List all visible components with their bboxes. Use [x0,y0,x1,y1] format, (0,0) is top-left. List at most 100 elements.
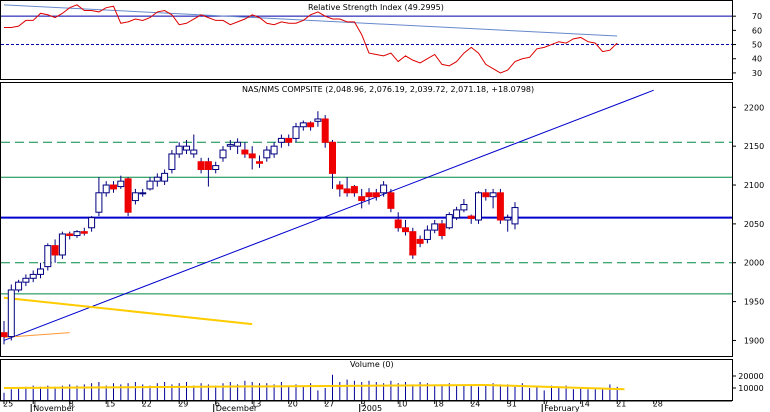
axes: 25 1 8 15 22 29 6 13 20 27 3 10 18 24 31 7 14 21 28Novembe… [0,400,732,412]
candle-up [161,172,169,182]
x-tick-label: 31 [507,400,517,409]
price-tick-label: 1900 [744,336,764,345]
candle-up [380,184,388,194]
candle-up [504,217,512,221]
x-tick-label: 8 [69,400,74,409]
candle-up [292,126,300,139]
candle-down [496,192,504,221]
price-trendline-2 [3,332,70,338]
price-title: NAS/NMS COMPSITE (2,048.96, 2,076.19, 2,… [242,85,534,94]
x-period-label: November [33,404,75,412]
x-tick-label: 7 [543,400,548,409]
x-period-label: February [544,404,580,412]
candle-up [423,229,431,240]
candle-up [88,217,96,229]
rsi-tick-label: 30 [752,69,762,78]
candle-down [256,161,263,164]
price-tick-label: 2000 [744,259,764,268]
x-tick-label: 6 [215,400,220,409]
candle-down [394,219,402,229]
candle-down [248,153,256,159]
candle-up [219,149,227,159]
candle-up [58,233,66,256]
x-tick-label: 28 [653,400,663,409]
x-period-label: 2005 [362,404,382,412]
x-tick-label: 15 [105,400,115,409]
x-tick-label: 20 [288,400,298,409]
candle-up [175,145,183,155]
volume-title: Volume (0) [350,360,394,369]
price-panel [0,82,733,357]
candle-up [475,192,482,221]
candle-up [212,165,220,170]
price-tick-label: 1950 [744,298,764,307]
candle-up [44,245,52,268]
rsi-tick-label: 60 [752,26,762,35]
candle-down [307,122,315,128]
candle-down [409,231,417,256]
candle-up [511,207,519,225]
candle-down [80,231,88,234]
candle-up [445,214,453,229]
x-tick-label: 29 [178,400,188,409]
candle-down [372,192,380,198]
rsi-title: Relative Strength Index (49.2995) [308,3,444,12]
rsi-panel [0,0,733,80]
candle-up [183,145,190,151]
volume-panel [0,359,733,401]
clipped-group [1,89,732,345]
rsi-plot: 30 40 50 60 70 [1,4,762,78]
clipped-group [3,374,625,400]
candle-down [1,332,8,338]
candle-down [387,192,395,209]
candle-up [131,192,139,202]
x-tick-label: 25 [3,400,13,409]
candle-up [314,118,322,122]
x-period-label: December [216,404,258,412]
rsi-trendline [3,4,618,37]
candle-up [277,137,285,143]
candle-up [95,192,103,213]
candle-up [453,209,461,219]
x-tick-label: 24 [470,400,480,409]
rsi-tick-label: 50 [752,41,762,50]
x-tick-label: 1 [32,400,37,409]
volume-tick-label: 10000 [738,384,763,393]
candle-down [197,161,205,170]
candle-up [139,192,147,195]
candle-down [467,215,475,219]
candle-up [460,203,468,211]
candle-up [153,176,161,182]
candle-down [365,192,373,198]
candle-down [343,188,351,194]
x-tick-label: 14 [580,400,590,409]
candle-down [438,223,446,237]
candle-up [117,180,125,188]
rsi-tick-label: 70 [752,12,762,21]
clipped-group [1,4,732,74]
candle-down [336,184,344,190]
candle-down [204,161,212,170]
candle-down [51,245,59,256]
x-tick-label: 13 [251,400,261,409]
candle-up [489,192,497,198]
candle-down [358,196,366,202]
x-tick-label: 27 [324,400,334,409]
volume-average-line-0 [3,384,486,389]
price-tick-label: 2150 [744,142,764,151]
candle-up [29,273,37,279]
candle-up [7,289,15,338]
rsi-tick-label: 40 [752,55,762,64]
candle-down [66,233,74,237]
candle-up [146,180,154,190]
candle-down [402,227,409,233]
candle-up [190,149,198,155]
volume-tick-label: 20000 [738,372,763,381]
candle-down [124,178,132,213]
candle-down [416,238,424,244]
x-tick-label: 3 [361,400,366,409]
candle-up [168,153,176,170]
price-plot: 1900 1950 2000 2050 2100 2150 2200 [1,89,764,345]
